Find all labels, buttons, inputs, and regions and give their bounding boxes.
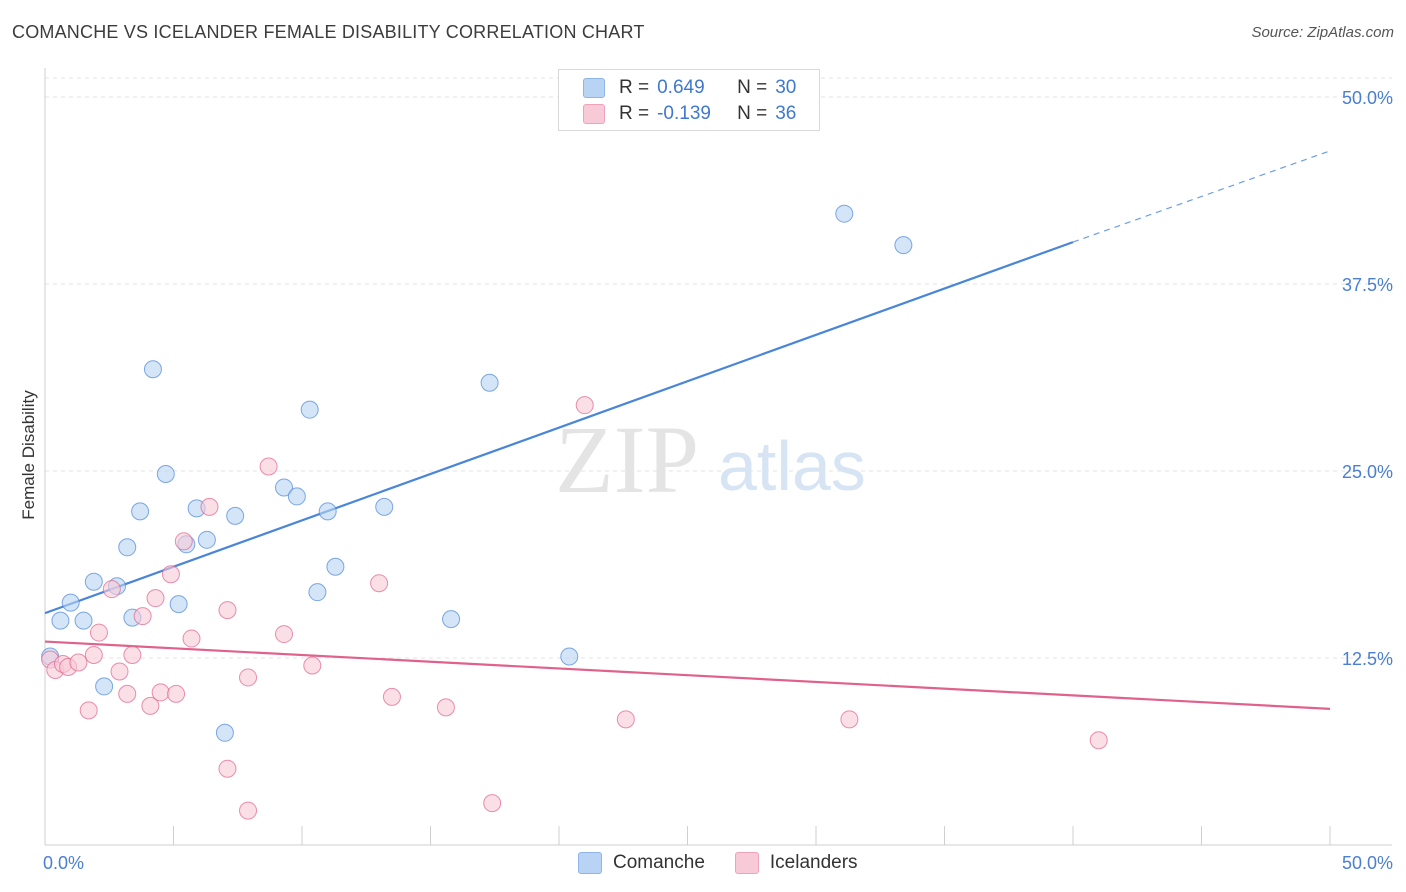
icelander-point: [69, 653, 88, 672]
comanche-point: [51, 611, 70, 630]
y-axis-label: Female Disability: [19, 390, 38, 520]
y-tick-label: 50.0%: [1342, 88, 1393, 108]
x-tick-label: 50.0%: [1342, 853, 1393, 873]
series-swatch-comanche: [578, 852, 602, 874]
icelander-point: [616, 710, 635, 729]
trend-line: [44, 241, 1074, 615]
legend-row-icelanders: R = -0.139 N = 36: [583, 102, 796, 126]
icelander-point: [118, 684, 137, 703]
icelander-point: [382, 687, 401, 706]
series-legend-comanche: Comanche: [578, 852, 705, 874]
comanche-point: [131, 502, 150, 521]
comanche-point: [308, 583, 327, 602]
icelander-point: [151, 683, 170, 702]
icelander-point: [174, 532, 193, 551]
comanche-point: [84, 572, 103, 591]
trend-line-extension: [1072, 150, 1331, 243]
comanche-point: [275, 478, 294, 497]
comanche-point: [375, 497, 394, 516]
chart-title: COMANCHE VS ICELANDER FEMALE DISABILITY …: [12, 22, 645, 42]
grid-lines: [45, 77, 1392, 659]
comanche-point: [326, 557, 345, 576]
watermark-zip: ZIP: [555, 406, 699, 513]
correlation-legend: R = 0.649 N = 30 R = -0.139 N = 36: [558, 69, 820, 131]
icelander-point: [239, 801, 258, 820]
icelander-point: [575, 396, 594, 415]
icelander-point: [218, 759, 237, 778]
comanche-point: [442, 610, 461, 629]
comanche-point: [318, 502, 337, 521]
icelander-point: [89, 623, 108, 642]
legend-row-comanche: R = 0.649 N = 30: [583, 76, 796, 100]
icelander-point: [483, 794, 502, 813]
comanche-point: [894, 236, 913, 255]
legend-n-value: 36: [775, 103, 797, 124]
legend-n-label: N =: [737, 77, 768, 98]
legend-swatch-comanche: [583, 78, 605, 98]
y-tick-label: 37.5%: [1342, 275, 1393, 295]
legend-r-value: 0.649: [657, 77, 705, 98]
icelander-point: [102, 580, 121, 599]
icelander-point: [123, 646, 142, 665]
series-swatch-icelanders: [734, 852, 759, 874]
icelander-point: [370, 574, 389, 593]
icelander-point: [84, 646, 103, 665]
series-legend: Comanche Icelanders: [578, 852, 888, 874]
series-legend-icelanders: Icelanders: [734, 852, 858, 874]
comanche-point: [143, 360, 162, 379]
icelander-point: [161, 565, 180, 584]
tick-labels: 12.5% 25.0% 37.5% 50.0% 0.0% 50.0%: [43, 88, 1393, 873]
icelander-point: [79, 701, 98, 720]
icelander-point: [182, 629, 201, 648]
comanche-point: [835, 204, 854, 223]
legend-n-label: N =: [737, 103, 768, 124]
icelander-point: [275, 625, 294, 644]
comanche-point: [156, 464, 175, 483]
icelander-point: [146, 589, 165, 608]
y-tick-label: 12.5%: [1342, 649, 1393, 669]
comanche-point: [226, 506, 245, 525]
comanche-point: [74, 611, 93, 630]
trend-lines: [44, 150, 1331, 710]
series-label-icelanders: Icelanders: [769, 852, 858, 873]
comanche-point: [118, 538, 137, 557]
comanche-point: [300, 400, 319, 419]
legend-r-label: R =: [619, 103, 650, 124]
icelander-point: [141, 696, 160, 715]
icelander-point: [167, 684, 186, 703]
comanche-point: [197, 530, 216, 549]
series-label-comanche: Comanche: [613, 852, 705, 873]
comanche-point: [287, 487, 306, 506]
y-tick-label: 25.0%: [1342, 462, 1393, 482]
legend-r-label: R =: [619, 77, 650, 98]
watermark-atlas: atlas: [718, 427, 866, 505]
icelander-point: [1089, 731, 1108, 750]
watermark: ZIP atlas: [555, 406, 866, 513]
axes: [44, 68, 1392, 846]
icelander-point: [133, 607, 152, 626]
trend-line: [44, 640, 1331, 710]
comanche-point: [215, 723, 234, 742]
x-tick-label: 0.0%: [43, 853, 84, 873]
data-points: [41, 204, 1108, 820]
legend-n-value: 30: [775, 77, 797, 98]
comanche-point: [480, 373, 499, 392]
legend-swatch-icelanders: [583, 104, 605, 124]
legend-r-value: -0.139: [657, 103, 711, 124]
icelander-point: [218, 601, 237, 620]
comanche-point: [95, 677, 114, 696]
icelander-point: [840, 710, 859, 729]
comanche-point: [61, 593, 80, 612]
icelander-point: [303, 656, 322, 675]
icelander-point: [239, 668, 258, 687]
icelander-point: [200, 497, 219, 516]
source-note: Source: ZipAtlas.com: [1251, 24, 1394, 41]
comanche-point: [560, 647, 579, 666]
icelander-point: [110, 662, 129, 681]
icelander-point: [436, 698, 455, 717]
icelander-point: [259, 457, 278, 476]
comanche-point: [169, 595, 188, 614]
